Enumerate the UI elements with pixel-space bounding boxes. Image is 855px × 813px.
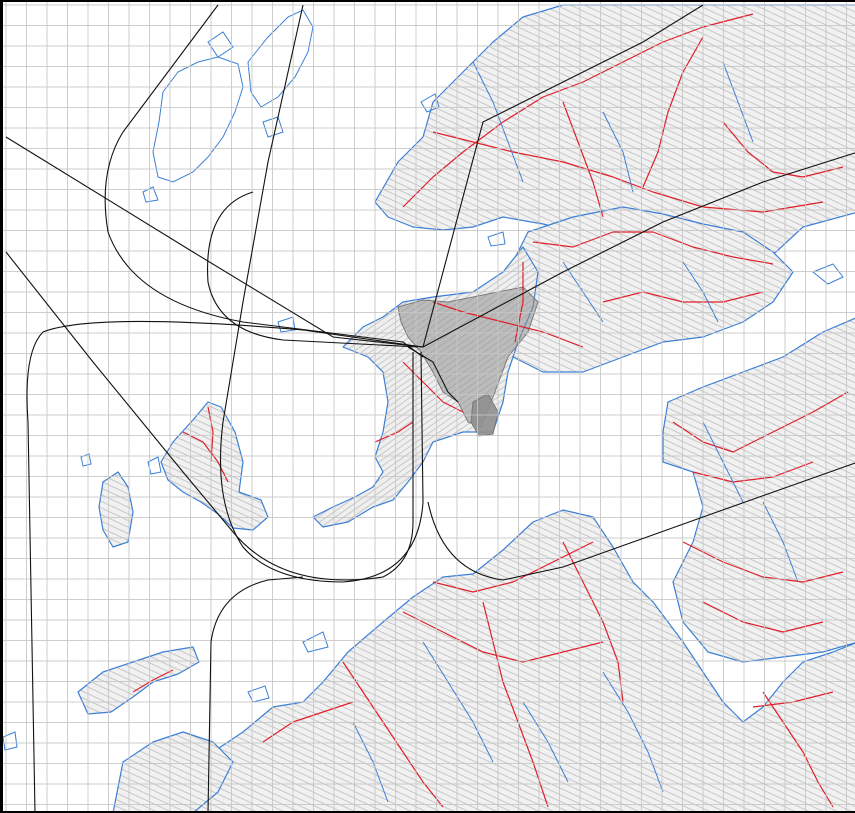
flight-paths-layer: [5, 4, 855, 811]
land-islet-west-small: [98, 471, 134, 548]
land-town-peninsula: [312, 246, 539, 528]
map-canvas: [3, 2, 855, 811]
grid-layer: [3, 2, 855, 811]
flight-path-northeast: [422, 152, 855, 348]
land-southwest-coast: [112, 731, 234, 811]
flight-path-diag-nw: [5, 136, 424, 348]
flight-path-southeast: [427, 462, 855, 581]
flight-path-vertical-1: [219, 4, 424, 583]
flight-path-runway: [407, 346, 459, 403]
flight-path-north-arc: [104, 4, 424, 358]
flight-path-east-upper: [206, 191, 419, 348]
flight-path-diag-w: [5, 251, 414, 581]
flight-path-south-vertical: [207, 576, 304, 811]
flight-path-ne-straight: [422, 4, 704, 348]
flight-path-west-loop: [26, 320, 424, 811]
land-southwest-island: [77, 646, 200, 715]
